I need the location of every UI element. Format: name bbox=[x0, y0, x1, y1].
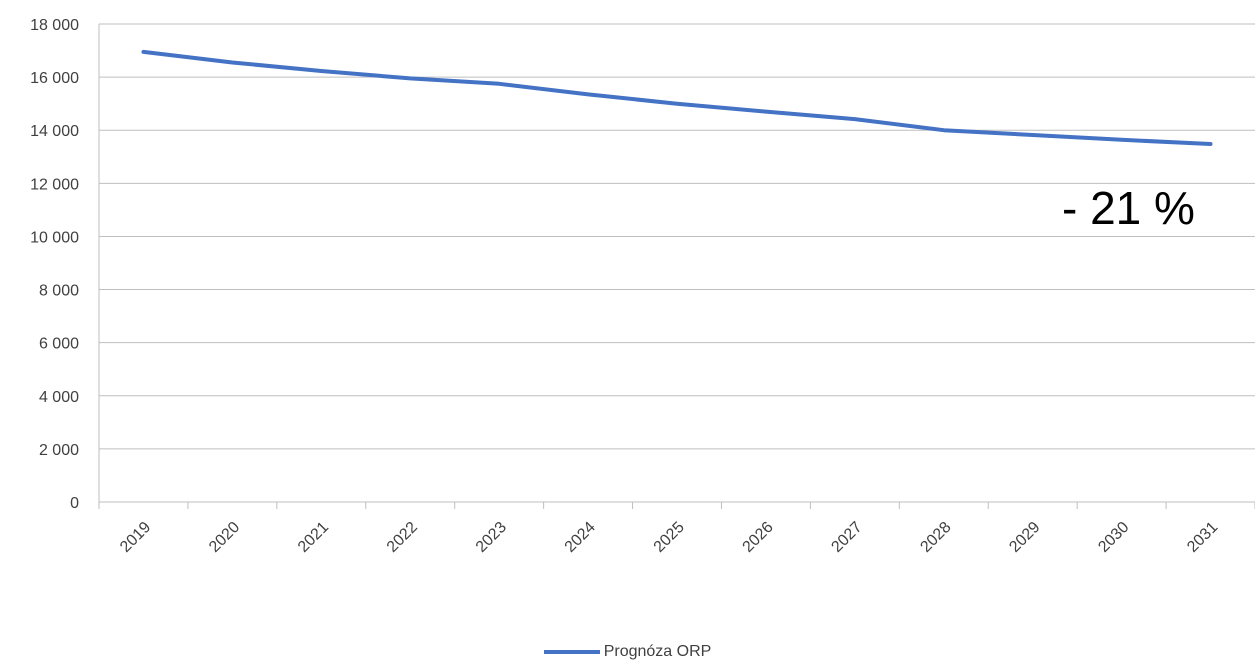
y-axis: 0 2 000 4 000 6 000 8 000 10 000 12 000 14 000 1… bbox=[30, 17, 100, 512]
x-tick-label: 2019 bbox=[117, 519, 154, 556]
y-tick-label: 16 000 bbox=[30, 70, 79, 87]
y-tick-label: 14 000 bbox=[30, 123, 79, 140]
y-tick-label: 0 bbox=[70, 495, 79, 512]
x-tick-label: 2024 bbox=[562, 519, 599, 556]
y-tick-label: 12 000 bbox=[30, 176, 79, 193]
y-tick-label: 10 000 bbox=[30, 229, 79, 246]
series-layer bbox=[141, 49, 1213, 146]
line-chart: 0 2 000 4 000 6 000 8 000 10 000 12 000 14 000 1… bbox=[30, 17, 1255, 556]
x-tick-label: 2021 bbox=[295, 519, 332, 556]
x-tick-label: 2023 bbox=[473, 519, 510, 556]
y-tick-label: 4 000 bbox=[39, 389, 79, 406]
x-tick-label: 2026 bbox=[740, 519, 777, 556]
x-tick-label: 2031 bbox=[1184, 519, 1221, 556]
change-annotation: - 21 % bbox=[1062, 182, 1195, 234]
legend-label: Prognóza ORP bbox=[603, 643, 712, 660]
legend: Prognóza ORP bbox=[0, 640, 1255, 664]
legend-swatch bbox=[543, 650, 600, 654]
x-tick-label: 2027 bbox=[828, 519, 865, 556]
y-tick-label: 18 000 bbox=[30, 17, 79, 34]
gridlines bbox=[99, 23, 1255, 503]
y-tick-label: 6 000 bbox=[39, 336, 79, 353]
y-tick-label: 8 000 bbox=[39, 283, 79, 300]
x-tick-label: 2029 bbox=[1006, 519, 1043, 556]
x-tick-label: 2022 bbox=[384, 519, 421, 556]
series-line bbox=[141, 49, 1213, 146]
y-tick-label: 2 000 bbox=[39, 442, 79, 459]
x-axis: 2019 2020 2021 2022 2023 2024 2025 2026 2027 2028… bbox=[98, 502, 1255, 556]
x-tick-label: 2028 bbox=[917, 519, 954, 556]
x-tick-label: 2030 bbox=[1095, 519, 1132, 556]
x-tick-label: 2025 bbox=[651, 519, 688, 556]
x-tick-label: 2020 bbox=[206, 519, 243, 556]
